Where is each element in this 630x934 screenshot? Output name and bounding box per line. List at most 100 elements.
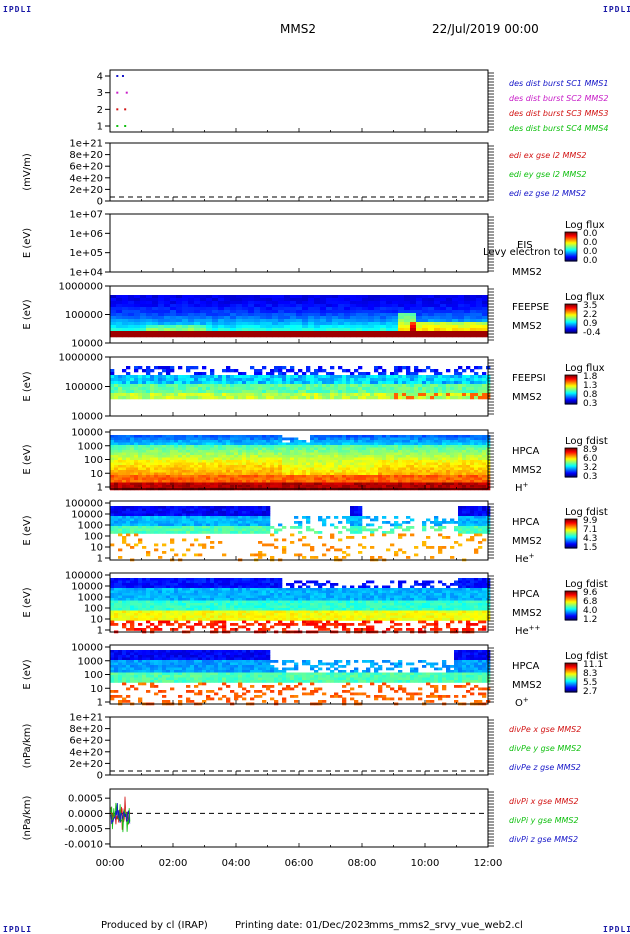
heat-cell bbox=[482, 390, 487, 394]
heat-cell bbox=[458, 482, 463, 486]
heat-cell bbox=[434, 460, 439, 463]
heat-cell bbox=[238, 511, 243, 514]
heat-cell bbox=[110, 328, 117, 332]
heat-cell bbox=[162, 472, 167, 476]
heat-cell bbox=[158, 556, 163, 559]
heat-cell bbox=[446, 475, 451, 478]
heat-cell bbox=[254, 511, 259, 514]
heat-cell bbox=[174, 450, 179, 453]
heat-cell bbox=[118, 508, 123, 512]
heat-cell bbox=[422, 528, 427, 532]
heat-cell bbox=[218, 465, 223, 468]
heat-cell bbox=[166, 531, 171, 534]
heat-cell bbox=[386, 331, 393, 335]
heat-cell bbox=[154, 526, 159, 529]
heat-cell bbox=[140, 310, 147, 314]
heat-cell bbox=[202, 452, 207, 456]
heat-cell bbox=[382, 485, 387, 488]
heat-cell bbox=[358, 387, 363, 391]
heat-cell bbox=[434, 369, 439, 373]
heat-cell bbox=[398, 393, 403, 397]
heat-cell bbox=[320, 298, 327, 302]
heat-cell bbox=[298, 475, 303, 478]
colorbar-cell bbox=[565, 256, 577, 259]
heat-cell bbox=[366, 467, 371, 471]
heat-cell bbox=[446, 450, 451, 453]
heat-cell bbox=[146, 319, 153, 323]
heat-cell bbox=[138, 541, 143, 544]
heat-cell bbox=[374, 467, 379, 471]
heat-cell bbox=[234, 462, 239, 466]
heat-cell bbox=[158, 523, 163, 527]
heat-cell bbox=[158, 508, 163, 512]
heat-cell bbox=[142, 523, 147, 527]
heat-cell bbox=[294, 390, 299, 394]
heat-cell bbox=[146, 381, 151, 385]
heat-cell bbox=[190, 455, 195, 458]
heat-cell bbox=[390, 477, 395, 481]
heat-cell bbox=[250, 521, 255, 524]
heat-cell bbox=[434, 445, 439, 448]
heat-cell bbox=[354, 396, 359, 400]
colorbar-cell bbox=[565, 326, 577, 329]
heat-cell bbox=[226, 531, 231, 534]
heat-cell bbox=[366, 516, 371, 519]
heat-cell bbox=[482, 381, 487, 385]
heat-cell bbox=[286, 467, 291, 471]
heat-cell bbox=[174, 452, 179, 456]
heat-cell bbox=[446, 482, 451, 486]
heat-cell bbox=[122, 328, 129, 332]
heat-cell bbox=[354, 513, 359, 517]
heat-cell bbox=[342, 457, 347, 461]
heat-cell bbox=[466, 480, 471, 483]
heat-cell bbox=[402, 452, 407, 456]
heat-cell bbox=[134, 442, 139, 446]
heat-cell bbox=[246, 378, 251, 382]
heat-cell bbox=[226, 378, 231, 382]
heat-cell bbox=[426, 390, 431, 394]
heat-cell bbox=[222, 508, 227, 512]
heat-cell bbox=[262, 526, 267, 529]
heat-cell bbox=[446, 477, 451, 481]
heat-cell bbox=[338, 387, 343, 391]
heat-cell bbox=[394, 526, 399, 529]
heat-cell bbox=[174, 521, 179, 524]
heat-cell bbox=[150, 477, 155, 481]
heat-cell bbox=[462, 480, 467, 483]
heat-cell bbox=[386, 387, 391, 391]
heat-cell bbox=[458, 393, 463, 397]
heat-cell bbox=[318, 450, 323, 453]
heat-cell bbox=[410, 384, 415, 388]
heat-cell bbox=[222, 455, 227, 458]
heat-cell bbox=[334, 475, 339, 478]
heat-cell bbox=[224, 325, 231, 329]
heat-cell bbox=[174, 378, 179, 382]
heat-cell bbox=[110, 477, 115, 481]
heat-cell bbox=[450, 485, 455, 488]
heat-cell bbox=[430, 477, 435, 481]
heat-cell bbox=[170, 325, 177, 329]
colorbar bbox=[565, 375, 577, 405]
heat-cell bbox=[166, 369, 171, 373]
heat-cell bbox=[438, 384, 443, 388]
heat-cell bbox=[158, 460, 163, 463]
heat-cell bbox=[394, 447, 399, 451]
heat-cell bbox=[178, 450, 183, 453]
heat-cell bbox=[356, 325, 363, 329]
heat-cell bbox=[266, 523, 271, 527]
heat-cell bbox=[282, 450, 287, 453]
heat-cell bbox=[154, 378, 159, 382]
heat-cell bbox=[374, 328, 381, 332]
heat-cell bbox=[170, 460, 175, 463]
heat-cell bbox=[374, 304, 381, 308]
heat-cell bbox=[442, 462, 447, 466]
heat-cell bbox=[306, 526, 311, 529]
heat-cell bbox=[126, 482, 131, 486]
heat-cell bbox=[470, 445, 475, 448]
heat-cell bbox=[366, 480, 371, 483]
heat-cell bbox=[238, 508, 243, 512]
heat-cell bbox=[418, 477, 423, 481]
heat-cell bbox=[178, 472, 183, 476]
heat-cell bbox=[272, 295, 279, 299]
heat-cell bbox=[272, 298, 279, 302]
